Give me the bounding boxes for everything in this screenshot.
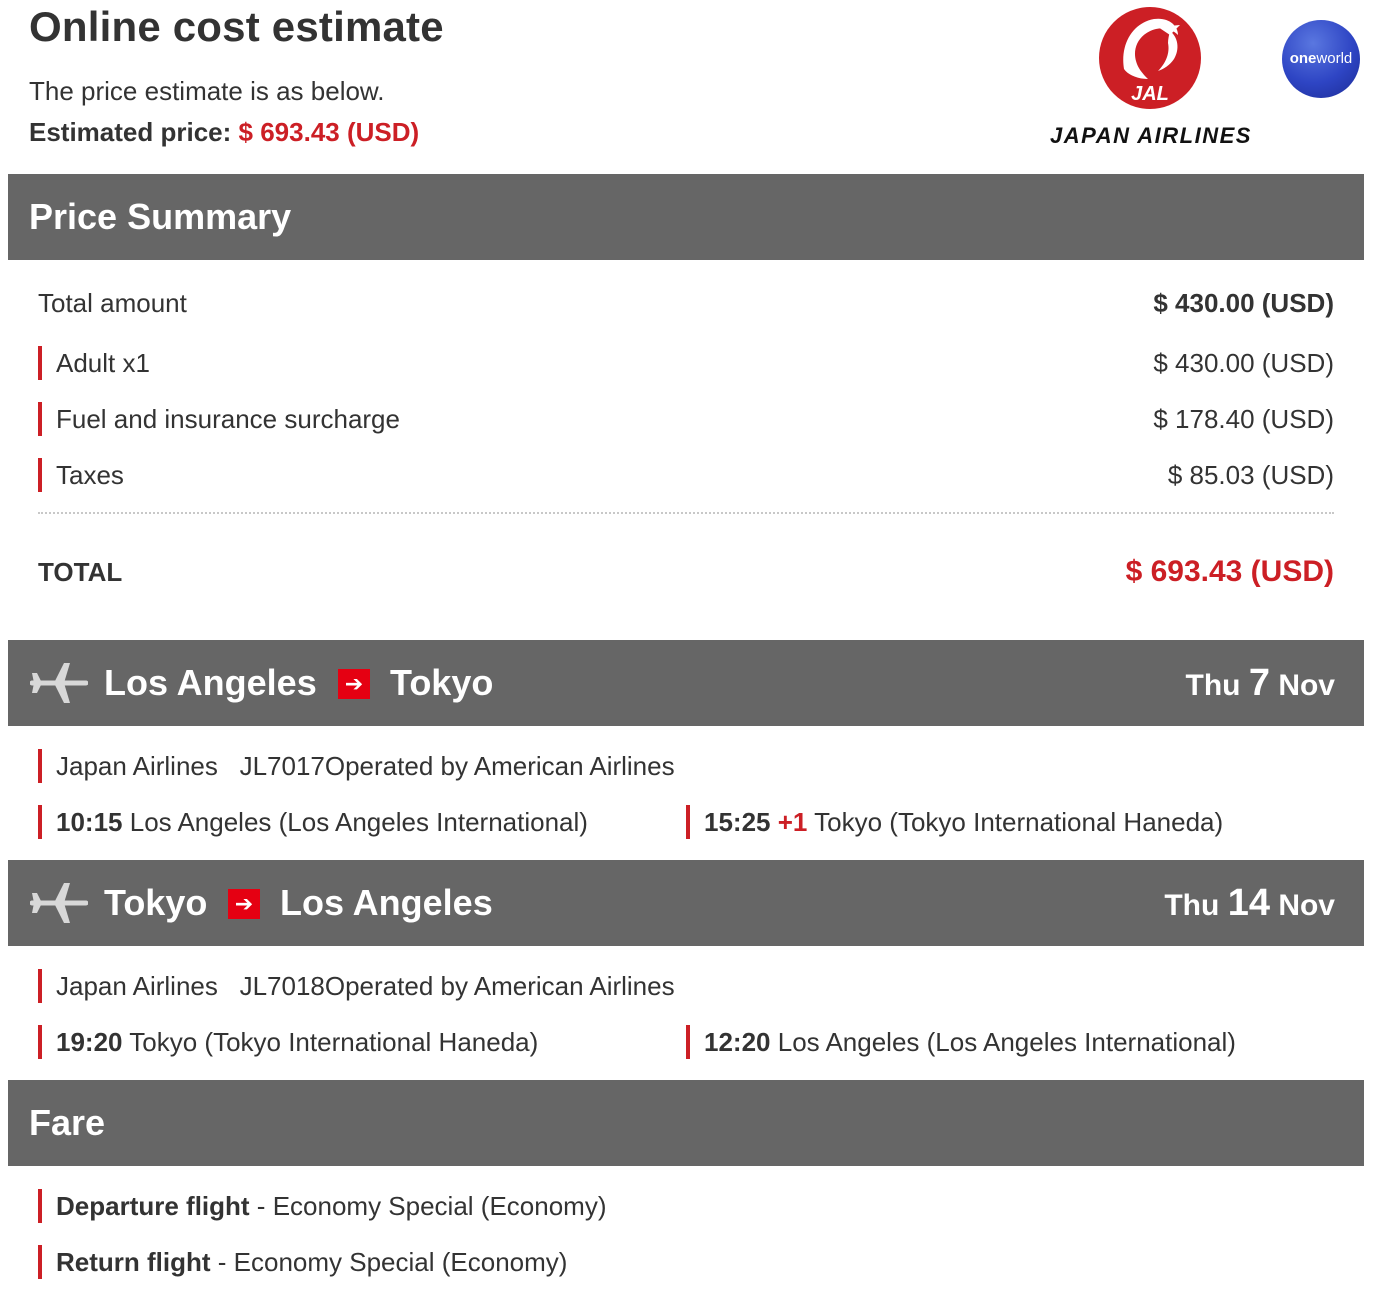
- arrival-time: 12:20: [704, 1027, 771, 1057]
- red-bar: [38, 1245, 42, 1279]
- grand-total-label: TOTAL: [38, 557, 123, 587]
- price-item-label: Fuel and insurance surcharge: [56, 404, 400, 434]
- estimated-price-value: $ 693.43 (USD): [238, 117, 420, 147]
- return-route-header: Tokyo ➔ Los Angeles Thu 14 Nov: [8, 860, 1364, 946]
- red-bar: [38, 749, 42, 783]
- grand-total-row: TOTAL $ 693.43 (USD): [38, 552, 1334, 592]
- fare-return: Return flight - Economy Special (Economy…: [38, 1243, 567, 1281]
- date-month: Nov: [1278, 669, 1335, 702]
- red-bar: [686, 805, 690, 839]
- destination-city: Tokyo: [390, 662, 494, 703]
- outbound-arrival: 15:25 +1 Tokyo (Tokyo International Hane…: [686, 803, 1223, 841]
- total-amount-row: Total amount $ 430.00 (USD): [38, 283, 1334, 323]
- price-item-surcharge: Fuel and insurance surcharge $ 178.40 (U…: [38, 399, 1334, 439]
- fare-return-value: Economy Special (Economy): [233, 1247, 568, 1277]
- fare-return-label: Return flight: [56, 1247, 211, 1277]
- red-bar: [38, 458, 42, 492]
- red-bar: [38, 402, 42, 436]
- jal-logo: JAL JAPAN AIRLINES: [1020, 5, 1282, 150]
- outbound-departure: 10:15 Los Angeles (Los Angeles Internati…: [38, 803, 588, 841]
- red-bar: [686, 1025, 690, 1059]
- date-weekday: Thu: [1164, 889, 1220, 922]
- flight-date: Thu 7 Nov: [1186, 640, 1336, 729]
- estimated-price-line: Estimated price: $ 693.43 (USD): [29, 117, 419, 148]
- arrival-time: 15:25: [704, 807, 771, 837]
- return-airline-line: Japan Airlines JL7018Operated by America…: [38, 967, 675, 1005]
- jal-crane-logo: JAL: [1099, 7, 1201, 109]
- flight-number: JL7018: [239, 971, 325, 1001]
- page-title: Online cost estimate: [29, 3, 444, 50]
- departure-place: Los Angeles (Los Angeles International): [129, 807, 588, 837]
- red-bar: [38, 1025, 42, 1059]
- price-summary-header: Price Summary: [8, 174, 1364, 260]
- destination-city: Los Angeles: [280, 882, 493, 923]
- total-amount-value: $ 430.00 (USD): [1153, 288, 1334, 318]
- flight-number: JL7017: [239, 751, 325, 781]
- date-day: 14: [1227, 882, 1270, 924]
- fare-departure-label: Departure flight: [56, 1191, 250, 1221]
- grand-total-value: $ 693.43 (USD): [1125, 555, 1334, 588]
- red-bar: [38, 805, 42, 839]
- return-departure: 19:20 Tokyo (Tokyo International Haneda): [38, 1023, 538, 1061]
- fare-header: Fare: [8, 1080, 1364, 1166]
- jal-logo-text: JAL: [1131, 83, 1169, 105]
- total-amount-label: Total amount: [38, 288, 187, 318]
- header: Online cost estimate The price estimate …: [0, 0, 1376, 172]
- arrival-place: Tokyo (Tokyo International Haneda): [814, 807, 1224, 837]
- arrival-place: Los Angeles (Los Angeles International): [777, 1027, 1236, 1057]
- date-day: 7: [1248, 662, 1270, 704]
- red-bar: [38, 346, 42, 380]
- price-item-label: Taxes: [56, 460, 124, 490]
- flight-date: Thu 14 Nov: [1164, 860, 1335, 949]
- operated-by: Operated by American Airlines: [324, 751, 675, 781]
- fare-departure-value: Economy Special (Economy): [272, 1191, 607, 1221]
- fare-title: Fare: [29, 1102, 106, 1143]
- return-arrival: 12:20 Los Angeles (Los Angeles Internati…: [686, 1023, 1236, 1061]
- airline-name: Japan Airlines: [56, 971, 218, 1001]
- route-arrow-icon: ➔: [228, 889, 260, 919]
- airline-name: Japan Airlines: [56, 751, 218, 781]
- estimated-price-label: Estimated price:: [29, 117, 232, 147]
- arrival-day-offset: +1: [777, 807, 808, 837]
- outbound-route-header: Los Angeles ➔ Tokyo Thu 7 Nov: [8, 640, 1364, 726]
- date-month: Nov: [1278, 889, 1335, 922]
- departure-place: Tokyo (Tokyo International Haneda): [129, 1027, 539, 1057]
- red-bar: [38, 969, 42, 1003]
- plane-icon: [30, 883, 88, 923]
- oneworld-logo: oneworld: [1282, 20, 1360, 98]
- departure-time: 19:20: [56, 1027, 123, 1057]
- date-weekday: Thu: [1185, 669, 1241, 702]
- price-item-value: $ 430.00 (USD): [1153, 348, 1334, 378]
- price-item-value: $ 178.40 (USD): [1153, 404, 1334, 434]
- price-item-value: $ 85.03 (USD): [1167, 460, 1334, 490]
- departure-time: 10:15: [56, 807, 123, 837]
- price-item-label: Adult x1: [56, 348, 150, 378]
- origin-city: Los Angeles: [104, 662, 317, 703]
- plane-icon: [30, 663, 88, 703]
- origin-city: Tokyo: [104, 882, 208, 923]
- dotted-divider: [38, 512, 1334, 514]
- route-arrow-icon: ➔: [338, 669, 370, 699]
- operated-by: Operated by American Airlines: [324, 971, 675, 1001]
- jal-wordmark: JAPAN AIRLINES: [1050, 123, 1252, 148]
- price-item-taxes: Taxes $ 85.03 (USD): [38, 455, 1334, 495]
- red-bar: [38, 1189, 42, 1223]
- outbound-airline-line: Japan Airlines JL7017Operated by America…: [38, 747, 675, 785]
- price-item-adult: Adult x1 $ 430.00 (USD): [38, 343, 1334, 383]
- price-summary-title: Price Summary: [29, 196, 292, 237]
- intro-text: The price estimate is as below.: [29, 76, 385, 106]
- fare-departure: Departure flight - Economy Special (Econ…: [38, 1187, 607, 1225]
